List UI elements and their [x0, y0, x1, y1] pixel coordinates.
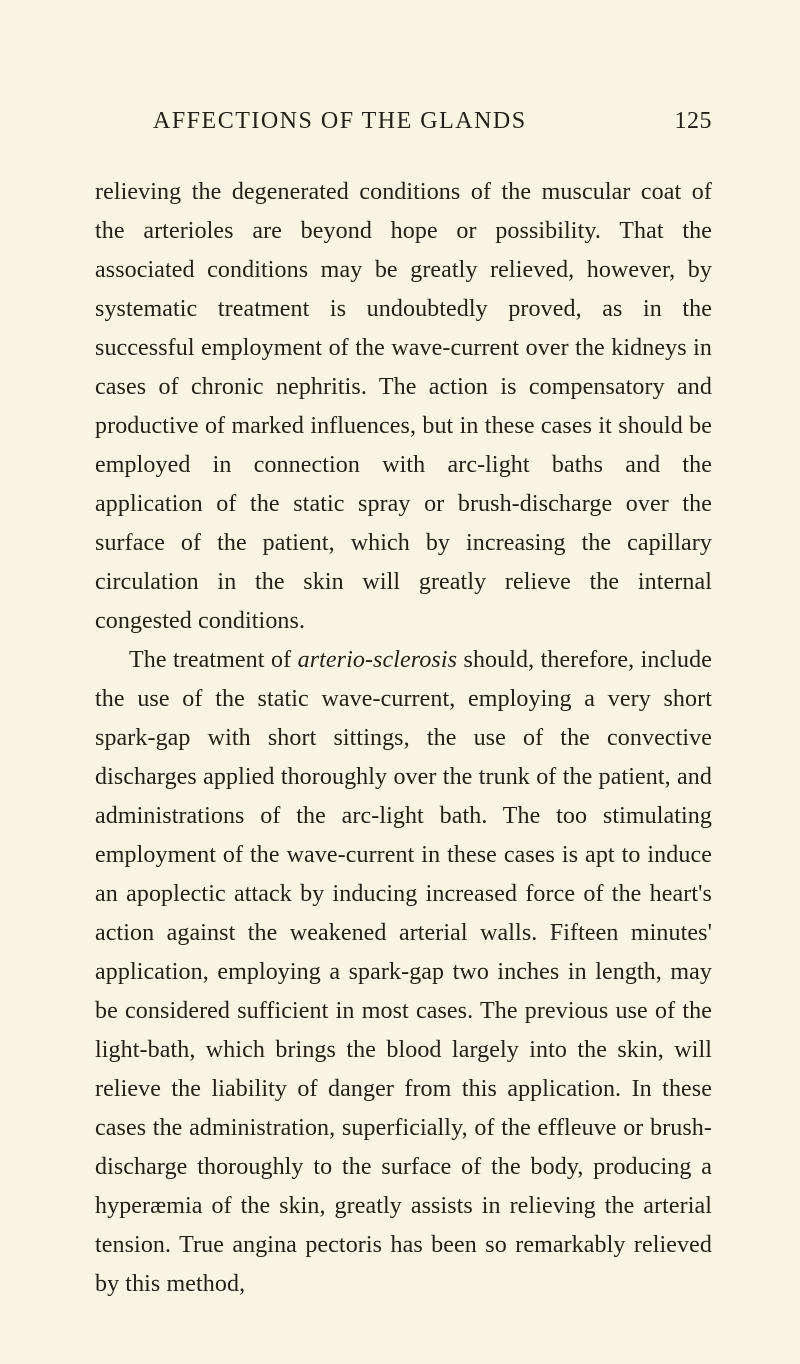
text-run: relieving the degenerated conditions of …: [95, 179, 712, 634]
page-number: 125: [675, 108, 713, 135]
book-page: AFFECTIONS OF THE GLANDS 125 relieving t…: [0, 0, 800, 1364]
paragraph: The treatment of arterio-sclerosis shoul…: [95, 641, 712, 1304]
italic-term: arterio-sclerosis: [298, 647, 457, 673]
text-run: should, therefore, include the use of th…: [95, 647, 712, 1297]
page-header: AFFECTIONS OF THE GLANDS 125: [95, 108, 712, 135]
text-run: The treatment of: [129, 647, 298, 673]
running-title: AFFECTIONS OF THE GLANDS: [153, 108, 527, 135]
body-text: relieving the degenerated conditions of …: [95, 173, 712, 1304]
paragraph: relieving the degenerated conditions of …: [95, 173, 712, 641]
